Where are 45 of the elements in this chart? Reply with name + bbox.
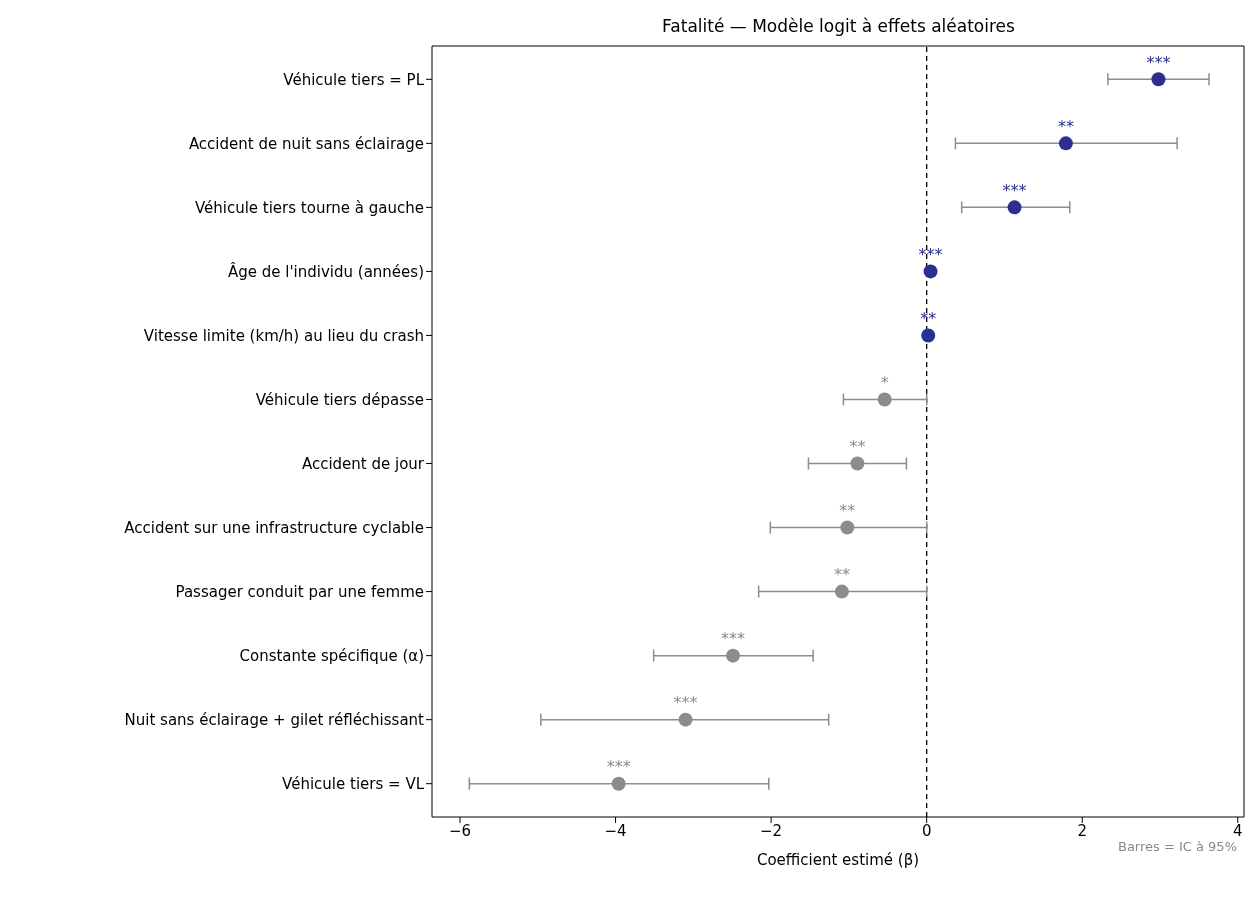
x-tick-label: −4 [604,821,627,840]
x-tick-label: 4 [1233,821,1243,840]
y-tick-label: Véhicule tiers dépasse [255,390,424,409]
chart-title: Fatalité — Modèle logit à effets aléatoires [661,16,1016,36]
note-text: Barres = IC à 95% [1117,839,1237,854]
data-label: *** [918,244,943,264]
data-label: *** [673,693,698,713]
y-tick-label: Accident sur une infrastructure cyclable [124,518,424,537]
data-label: *** [1146,52,1171,72]
point [611,776,626,791]
y-tick-label: Passager conduit par une femme [175,582,424,601]
y-tick-label: Véhicule tiers = PL [283,70,425,89]
point [678,712,693,727]
y-tick-label: Véhicule tiers = VL [282,775,425,794]
point [850,456,865,471]
data-label: ** [833,565,850,585]
x-tick-label: 2 [1077,821,1087,840]
point [1058,136,1073,151]
data-label: *** [721,629,745,649]
point [877,392,892,407]
y-tick-label: Constante spécifique (α) [239,646,424,665]
x-tick-label: −2 [760,821,783,840]
point [1151,72,1166,87]
data-label: *** [606,757,631,777]
data-label: ** [1057,116,1074,136]
y-tick-label: Accident de jour [301,454,425,473]
y-tick-label: Nuit sans éclairage + gilet réfléchissant [124,710,425,729]
y-tick-label: Vitesse limite (km/h) au lieu du crash [143,326,424,345]
point [840,520,855,535]
data-label: * [880,372,889,392]
point [834,584,849,599]
point [726,648,740,663]
point [921,328,936,343]
y-tick-label: Âge de l'individu (années) [228,261,424,281]
data-label: ** [839,501,856,521]
x-tick-label: −6 [448,821,472,840]
y-tick-label: Accident de nuit sans éclairage [188,134,424,153]
x-axis-title: Coefficient estimé (β) [756,851,920,869]
y-tick-label: Véhicule tiers tourne à gauche [194,198,424,217]
point [1007,200,1022,215]
data-label: ** [849,437,866,456]
x-tick-label: 0 [921,821,932,840]
data-label: ** [920,308,937,328]
data-label: *** [1002,180,1027,200]
point [923,264,938,279]
